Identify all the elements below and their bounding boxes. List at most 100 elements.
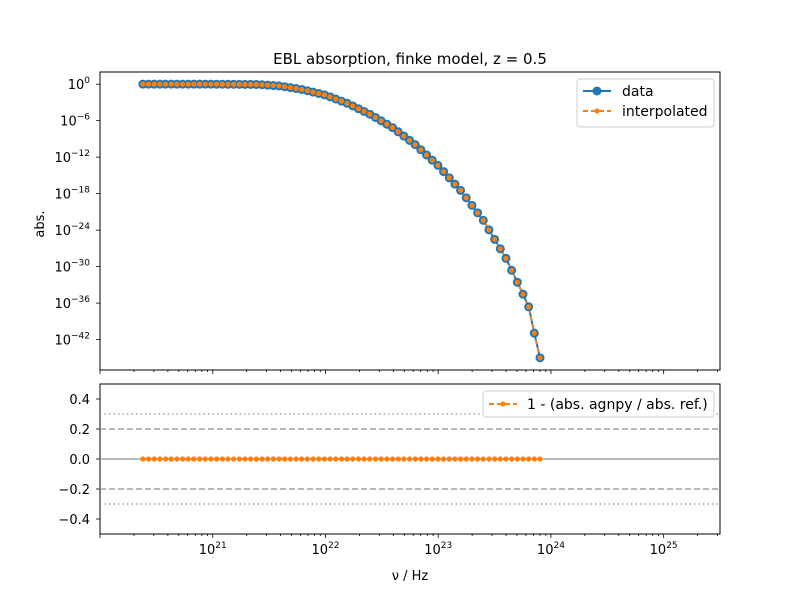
legend-ratio-label: 1 - (abs. agnpy / abs. ref.) [527, 397, 708, 413]
bottom-y-tick-label: −0.2 [58, 483, 90, 498]
top-legend-box [576, 78, 715, 128]
x-tick-label: 1023 [424, 541, 452, 558]
bottom-series [140, 456, 543, 462]
ratio-point [503, 456, 509, 462]
ratio-point [361, 456, 367, 462]
ratio-point [231, 456, 237, 462]
interpolated-point [242, 81, 248, 87]
bottom-legend-box [482, 390, 715, 418]
ratio-point [242, 456, 248, 462]
interpolated-point [372, 114, 379, 121]
x-tick-label: 1021 [199, 541, 227, 558]
interpolated-point [174, 81, 180, 87]
ratio-point [537, 456, 543, 462]
ratio-point [179, 456, 186, 462]
ratio-point [440, 456, 447, 462]
top-y-tick-label: 10−24 [54, 222, 90, 239]
ratio-point [304, 456, 310, 462]
bottom-panel: 1021 1022 1023 1024 1025 0.4 0.2 0.0 −0.2 −0.4 1 … [58, 383, 721, 558]
interpolated-point [225, 81, 231, 87]
x-tick-label: 1025 [650, 541, 678, 558]
ratio-point [435, 456, 441, 462]
ratio-point [350, 456, 356, 462]
interpolated-point [145, 81, 152, 87]
ratio-point [401, 456, 407, 462]
ratio-point [446, 456, 452, 462]
legend-data-marker [592, 86, 602, 96]
top-legend: data interpolated [576, 78, 715, 128]
interpolated-point [259, 82, 265, 88]
ratio-point [282, 456, 288, 462]
ratio-point [492, 456, 498, 462]
ratio-point [406, 456, 413, 462]
ratio-point [174, 456, 180, 462]
ratio-point [520, 456, 526, 462]
ratio-point [259, 456, 265, 462]
ratio-point [270, 456, 276, 462]
interpolated-point [321, 92, 328, 98]
ratio-point [338, 456, 345, 462]
interpolated-point [412, 142, 418, 148]
top-panel: 100 10−6 10−12 10−18 10−24 10−30 10−36 10−42 da… [54, 71, 721, 374]
interpolated-point [440, 168, 447, 175]
top-y-tick-label: 10−6 [60, 113, 90, 130]
ratio-point [514, 456, 520, 462]
ratio-point [157, 456, 163, 462]
ratio-point [310, 456, 316, 462]
interpolated-point [509, 267, 515, 273]
ratio-point [214, 456, 220, 462]
ratio-point [191, 456, 197, 462]
interpolated-point [316, 90, 322, 97]
ratio-point [236, 456, 242, 462]
interpolated-point [486, 227, 492, 233]
ratio-point [395, 456, 401, 462]
ratio-point [384, 456, 390, 462]
ratio-point [225, 456, 231, 462]
interpolated-point [265, 82, 271, 88]
interpolated-point [418, 147, 424, 153]
interpolated-point [406, 137, 413, 143]
ratio-point [480, 456, 486, 462]
interpolated-point [401, 133, 407, 139]
interpolated-point [208, 81, 214, 87]
interpolated-point [350, 103, 356, 109]
ratio-point [429, 456, 435, 462]
interpolated-point [162, 81, 169, 87]
bottom-y-tick-label: 0.0 [69, 453, 90, 468]
interpolated-point [463, 195, 469, 201]
interpolated-point [384, 121, 390, 127]
ratio-point [469, 456, 475, 462]
ratio-point [208, 456, 214, 462]
top-y-tick-label: 10−12 [54, 149, 90, 166]
chart-title: EBL absorption, finke model, z = 0.5 [273, 50, 547, 68]
interpolated-point [253, 81, 259, 88]
ratio-point [202, 456, 208, 462]
ratio-point [389, 456, 396, 462]
top-series [138, 79, 545, 363]
ratio-point [196, 456, 203, 462]
ratio-point [321, 456, 328, 462]
ratio-point [463, 456, 469, 462]
top-ticks: 100 10−6 10−12 10−18 10−24 10−30 10−36 10−42 [54, 76, 718, 374]
interpolated-point [435, 162, 441, 168]
ratio-point [299, 456, 305, 462]
interpolated-point [327, 94, 333, 100]
interpolated-point [276, 83, 282, 89]
ratio-point [423, 456, 430, 462]
bottom-y-tick-label: −0.4 [58, 513, 90, 528]
interpolated-point [219, 81, 225, 87]
interpolated-point [157, 81, 163, 87]
bottom-y-tick-label: 0.4 [69, 393, 90, 408]
ratio-point [219, 456, 225, 462]
ratio-point [475, 456, 481, 462]
interpolated-point [367, 111, 373, 117]
bottom-ticks: 1021 1022 1023 1024 1025 0.4 0.2 0.0 −0.2 −0.4 [58, 393, 718, 558]
interpolated-point [214, 81, 220, 87]
interpolated-point [270, 82, 276, 89]
interpolated-point [344, 100, 350, 106]
ratio-point [168, 456, 174, 462]
bottom-y-tick-label: 0.2 [69, 423, 90, 438]
x-axis-label: ν / Hz [392, 569, 429, 584]
ratio-point [457, 456, 464, 462]
top-y-tick-label: 10−30 [54, 259, 90, 276]
